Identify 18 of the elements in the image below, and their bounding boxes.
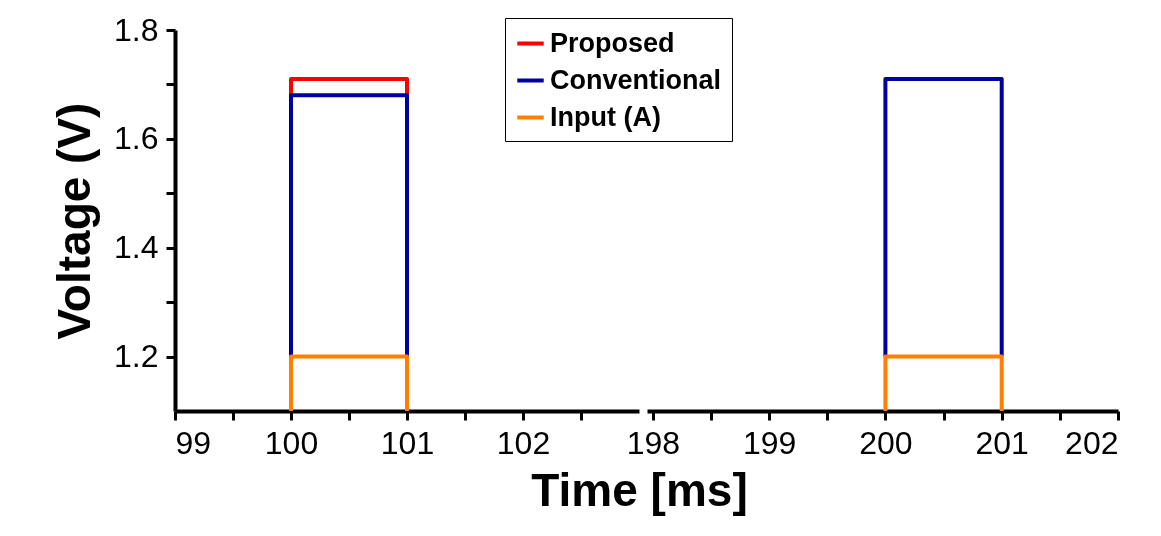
x-tick-label: 199 (742, 424, 797, 461)
x-tick-label: 200 (859, 424, 913, 461)
x-tick-label: 102 (496, 424, 551, 461)
y-tick-label: 1.2 (114, 338, 159, 375)
legend-label: Proposed (550, 27, 675, 58)
x-axis-title: Time [ms] (531, 463, 748, 516)
x-tick-label: 198 (626, 424, 681, 461)
y-tick-label: 1.8 (114, 11, 159, 48)
y-tick-label: 1.6 (114, 120, 159, 157)
x-tick-label: 99 (175, 424, 212, 461)
x-tick-label: 101 (380, 424, 435, 461)
x-tick-label: 201 (975, 424, 1029, 461)
y-axis-title: Voltage (V) (48, 102, 101, 340)
legend-label: Conventional (550, 64, 722, 95)
legend-label: Input (A) (550, 101, 661, 132)
x-tick-label: 100 (264, 424, 319, 461)
y-tick-label: 1.4 (114, 229, 159, 266)
x-tick-label: 202 (1065, 424, 1119, 461)
